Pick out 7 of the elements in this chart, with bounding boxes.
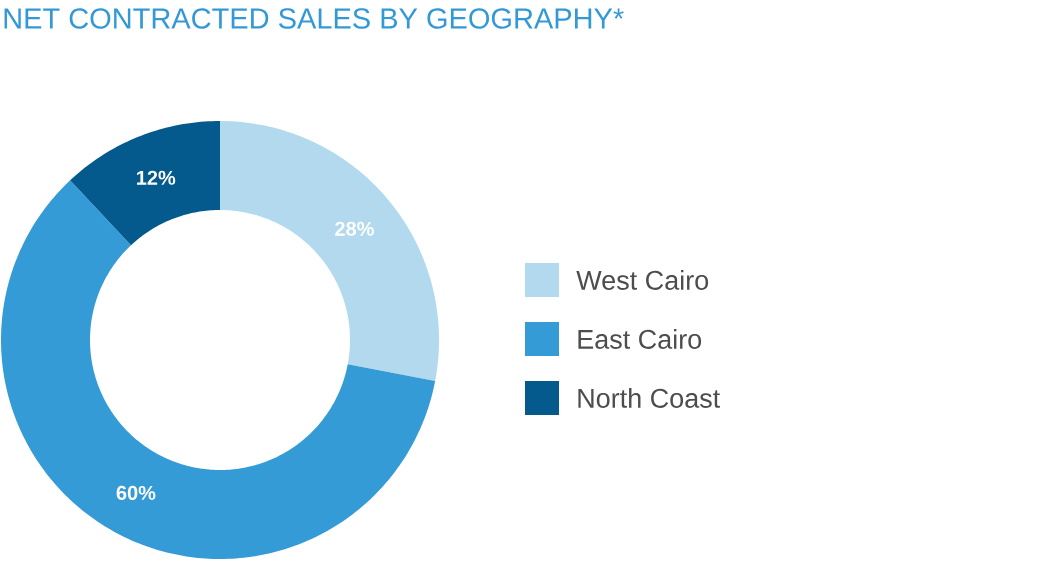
legend-label: East Cairo — [578, 329, 702, 349]
legend-label: West Cairo — [576, 270, 709, 290]
legend-label: North Coast — [578, 388, 721, 408]
data-label: 28% — [335, 221, 374, 236]
data-label: 60% — [116, 485, 156, 501]
data-label: 12% — [137, 170, 176, 185]
chart-title: NET CONTRACTED SALES BY GEOGRAPHY* — [4, 8, 624, 29]
